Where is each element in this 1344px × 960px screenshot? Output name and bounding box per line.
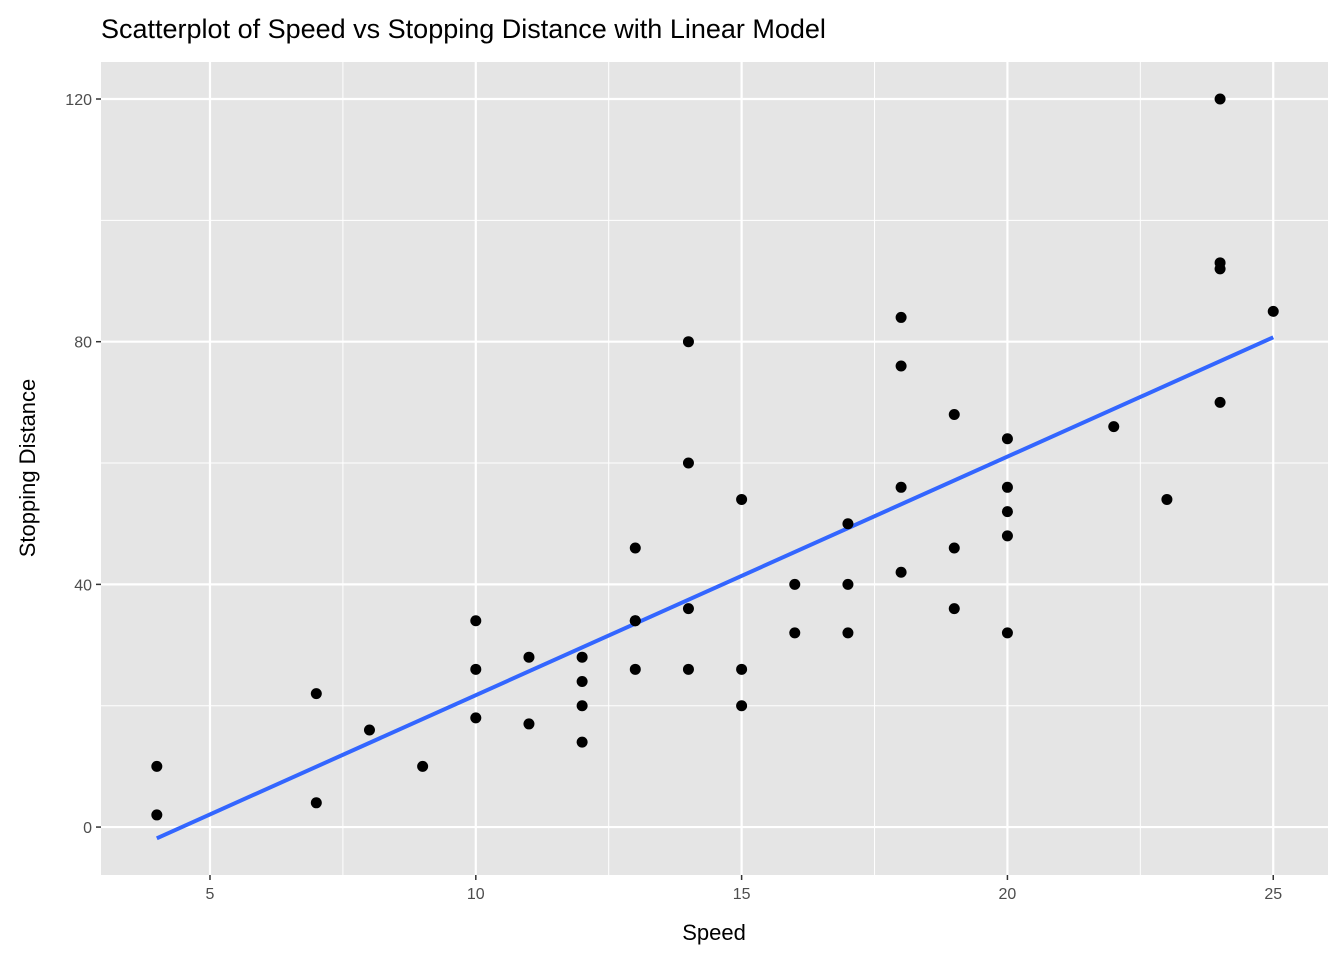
- data-point: [1214, 93, 1226, 105]
- data-point: [842, 578, 854, 590]
- data-point: [736, 493, 748, 505]
- data-point: [895, 311, 907, 323]
- x-tick-label: 20: [999, 886, 1017, 903]
- y-axis-title: Stopping Distance: [15, 379, 40, 558]
- chart-title: Scatterplot of Speed vs Stopping Distanc…: [101, 14, 826, 44]
- y-tick-label: 40: [74, 577, 92, 594]
- data-point: [576, 736, 588, 748]
- data-point: [1001, 627, 1013, 639]
- data-point: [948, 603, 960, 615]
- data-point: [310, 688, 322, 700]
- data-point: [1214, 396, 1226, 408]
- data-point: [789, 578, 801, 590]
- data-point: [1161, 493, 1173, 505]
- data-point: [576, 700, 588, 712]
- grid-lines: [101, 62, 1328, 875]
- data-point: [470, 615, 482, 627]
- data-point: [682, 603, 694, 615]
- data-point: [948, 409, 960, 421]
- regression-line: [156, 335, 1275, 841]
- data-point: [842, 518, 854, 530]
- data-point: [1001, 530, 1013, 542]
- data-point: [1001, 481, 1013, 493]
- data-point: [629, 542, 641, 554]
- y-tick-label: 0: [83, 820, 92, 837]
- data-point: [1001, 433, 1013, 445]
- data-point: [895, 481, 907, 493]
- data-point: [1267, 305, 1279, 317]
- data-point: [470, 663, 482, 675]
- plot-panel: [101, 62, 1328, 875]
- data-point: [151, 760, 163, 772]
- data-point: [470, 712, 482, 724]
- y-tick-label: 120: [65, 92, 92, 109]
- data-point: [417, 760, 429, 772]
- regression-line-group: [156, 335, 1275, 841]
- data-point: [736, 700, 748, 712]
- data-point: [576, 651, 588, 663]
- data-point: [523, 651, 535, 663]
- data-point: [576, 675, 588, 687]
- data-point: [682, 336, 694, 348]
- data-point: [682, 457, 694, 469]
- data-point: [789, 627, 801, 639]
- data-point: [629, 663, 641, 675]
- data-point: [842, 627, 854, 639]
- data-point: [523, 718, 535, 730]
- x-tick-label: 5: [206, 886, 215, 903]
- x-axis-title: Speed: [682, 920, 746, 945]
- data-point: [151, 809, 163, 821]
- data-point: [1108, 421, 1120, 433]
- data-point: [1001, 506, 1013, 518]
- y-axis-ticks: 0 40 80 120: [65, 92, 101, 837]
- x-tick-label: 15: [733, 886, 751, 903]
- data-point: [310, 797, 322, 809]
- data-point: [948, 542, 960, 554]
- data-point: [682, 663, 694, 675]
- data-point: [895, 360, 907, 372]
- data-points: [151, 93, 1279, 821]
- data-point: [363, 724, 375, 736]
- x-tick-label: 10: [467, 886, 485, 903]
- x-tick-label: 25: [1264, 886, 1282, 903]
- data-point: [895, 566, 907, 578]
- data-point: [1214, 257, 1226, 269]
- data-point: [736, 663, 748, 675]
- x-axis-ticks: 5 10 15 20 25: [206, 875, 1282, 903]
- data-point: [629, 615, 641, 627]
- y-tick-label: 80: [74, 335, 92, 352]
